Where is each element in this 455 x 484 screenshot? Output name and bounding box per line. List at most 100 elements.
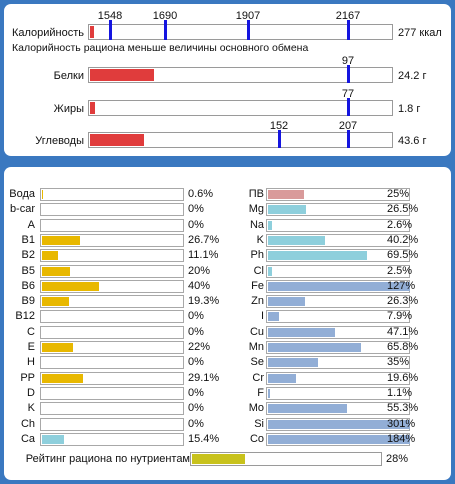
- mineral-name: Na: [249, 218, 264, 231]
- mineral-name: Mo: [248, 402, 264, 415]
- mineral-bar: [266, 356, 410, 370]
- mineral-row: Cu 47.1%: [4, 325, 451, 341]
- mineral-value: 301%: [387, 417, 416, 430]
- mineral-row: Se 35%: [4, 356, 451, 371]
- mineral-bar: [266, 279, 410, 293]
- mineral-bar: [266, 417, 410, 431]
- mineral-bar-fill: [268, 235, 326, 245]
- vitamin-bar: [40, 325, 184, 339]
- vitamin-value: 0.6%: [188, 188, 214, 200]
- mineral-bar: [266, 264, 410, 278]
- vitamin-value: 0%: [188, 402, 204, 415]
- mineral-value: 25%: [387, 188, 410, 200]
- mineral-row: Si 301%: [4, 417, 451, 433]
- mineral-row: Mo 55.3%: [4, 402, 451, 417]
- mineral-bar-fill: [268, 373, 296, 383]
- vitamin-name: B12: [15, 310, 35, 323]
- proteins-value: 24.2 г: [398, 70, 427, 82]
- vitamin-name: Ca: [20, 432, 35, 445]
- vitamin-value: 0%: [188, 310, 204, 323]
- mineral-value: 26.5%: [387, 203, 419, 216]
- vitamin-value: 40%: [188, 279, 211, 292]
- vitamin-value: 0%: [188, 203, 204, 216]
- calories-marker: [347, 20, 350, 40]
- mineral-bar: [266, 325, 410, 339]
- mineral-bar: [266, 341, 410, 354]
- mineral-bar: [266, 233, 410, 247]
- vitamin-value: 29.1%: [188, 371, 220, 384]
- mineral-bar-fill: [268, 205, 306, 215]
- mineral-bar-fill: [268, 266, 272, 276]
- mineral-bar-fill: [268, 434, 410, 444]
- fats-mark-label: 77: [341, 88, 355, 100]
- vitamin-bar: [40, 279, 184, 293]
- vitamin-bar: [40, 386, 184, 400]
- vitamin-row: E 22%: [4, 341, 451, 356]
- mineral-bar: [266, 295, 410, 309]
- vitamin-bar-fill: [42, 343, 74, 352]
- mineral-value: 47.1%: [387, 325, 419, 338]
- mineral-value: 2.6%: [387, 218, 413, 231]
- vitamin-value: 0%: [188, 325, 204, 338]
- proteins-marker: [347, 65, 350, 83]
- vitamin-value: 0%: [188, 356, 204, 369]
- mineral-name: ПВ: [248, 188, 264, 200]
- nutrients-panel: Вода 0.6% b-car 0% A 0% B1 26.7% B2 11.1% B5 20% B6 4…: [4, 167, 451, 480]
- vitamin-bar: [40, 310, 184, 324]
- mineral-value: 69.5%: [387, 249, 419, 262]
- proteins-label: Белки: [53, 70, 84, 82]
- vitamin-bar-fill: [42, 297, 70, 307]
- vitamin-name: K: [27, 402, 35, 415]
- calories-marker: [164, 20, 167, 40]
- mineral-bar: [266, 371, 410, 385]
- vitamin-value: 0%: [188, 218, 204, 231]
- mineral-bar: [266, 402, 410, 416]
- fats-bar: [88, 100, 393, 116]
- vitamin-bar-fill: [42, 235, 80, 245]
- mineral-name: Co: [249, 432, 264, 445]
- vitamin-row: Вода 0.6%: [4, 188, 451, 203]
- carbs-bar: [88, 132, 393, 148]
- proteins-mark-label: 97: [341, 55, 355, 67]
- mineral-row: Na 2.6%: [4, 218, 451, 234]
- mineral-bar: [266, 188, 410, 201]
- vitamin-row: B5 20%: [4, 264, 451, 280]
- vitamin-row: C 0%: [4, 325, 451, 341]
- mineral-bar-fill: [268, 297, 306, 307]
- calories-mark-label: 1548: [97, 10, 123, 22]
- vitamin-bar-fill: [42, 251, 58, 261]
- vitamin-bar: [40, 264, 184, 278]
- vitamin-name: b-car: [9, 203, 35, 216]
- carbs-marker: [347, 130, 350, 148]
- mineral-row: F 1.1%: [4, 386, 451, 402]
- mineral-value: 127%: [387, 279, 416, 292]
- vitamin-value: 15.4%: [188, 432, 220, 445]
- mineral-name: Mg: [248, 203, 264, 216]
- mineral-bar-fill: [268, 190, 304, 199]
- vitamin-bar: [40, 432, 184, 446]
- mineral-row: Mn 65.8%: [4, 341, 451, 356]
- vitamin-bar: [40, 417, 184, 431]
- mineral-bar: [266, 249, 410, 263]
- mineral-row: Cl 2.5%: [4, 264, 451, 280]
- vitamin-value: 0%: [188, 417, 204, 430]
- vitamin-row: Ch 0%: [4, 417, 451, 433]
- vitamin-row: B6 40%: [4, 279, 451, 295]
- vitamin-name: B5: [21, 264, 35, 277]
- mineral-name: Se: [250, 356, 264, 369]
- vitamin-value: 22%: [188, 341, 211, 353]
- mineral-name: Ph: [250, 249, 264, 262]
- mineral-value: 19.6%: [387, 371, 419, 384]
- vitamin-bar-fill: [42, 190, 43, 199]
- vitamin-row: B9 19.3%: [4, 295, 451, 310]
- mineral-name: Cu: [249, 325, 264, 338]
- vitamin-row: b-car 0%: [4, 203, 451, 218]
- vitamin-name: PP: [20, 371, 35, 384]
- vitamin-row: Ca 15.4%: [4, 432, 451, 448]
- carbs-mark-label: 207: [338, 120, 358, 132]
- mineral-value: 26.3%: [387, 295, 419, 308]
- vitamin-name: A: [27, 218, 35, 231]
- mineral-value: 65.8%: [387, 341, 419, 353]
- mineral-bar-fill: [268, 388, 270, 398]
- mineral-value: 1.1%: [387, 386, 413, 399]
